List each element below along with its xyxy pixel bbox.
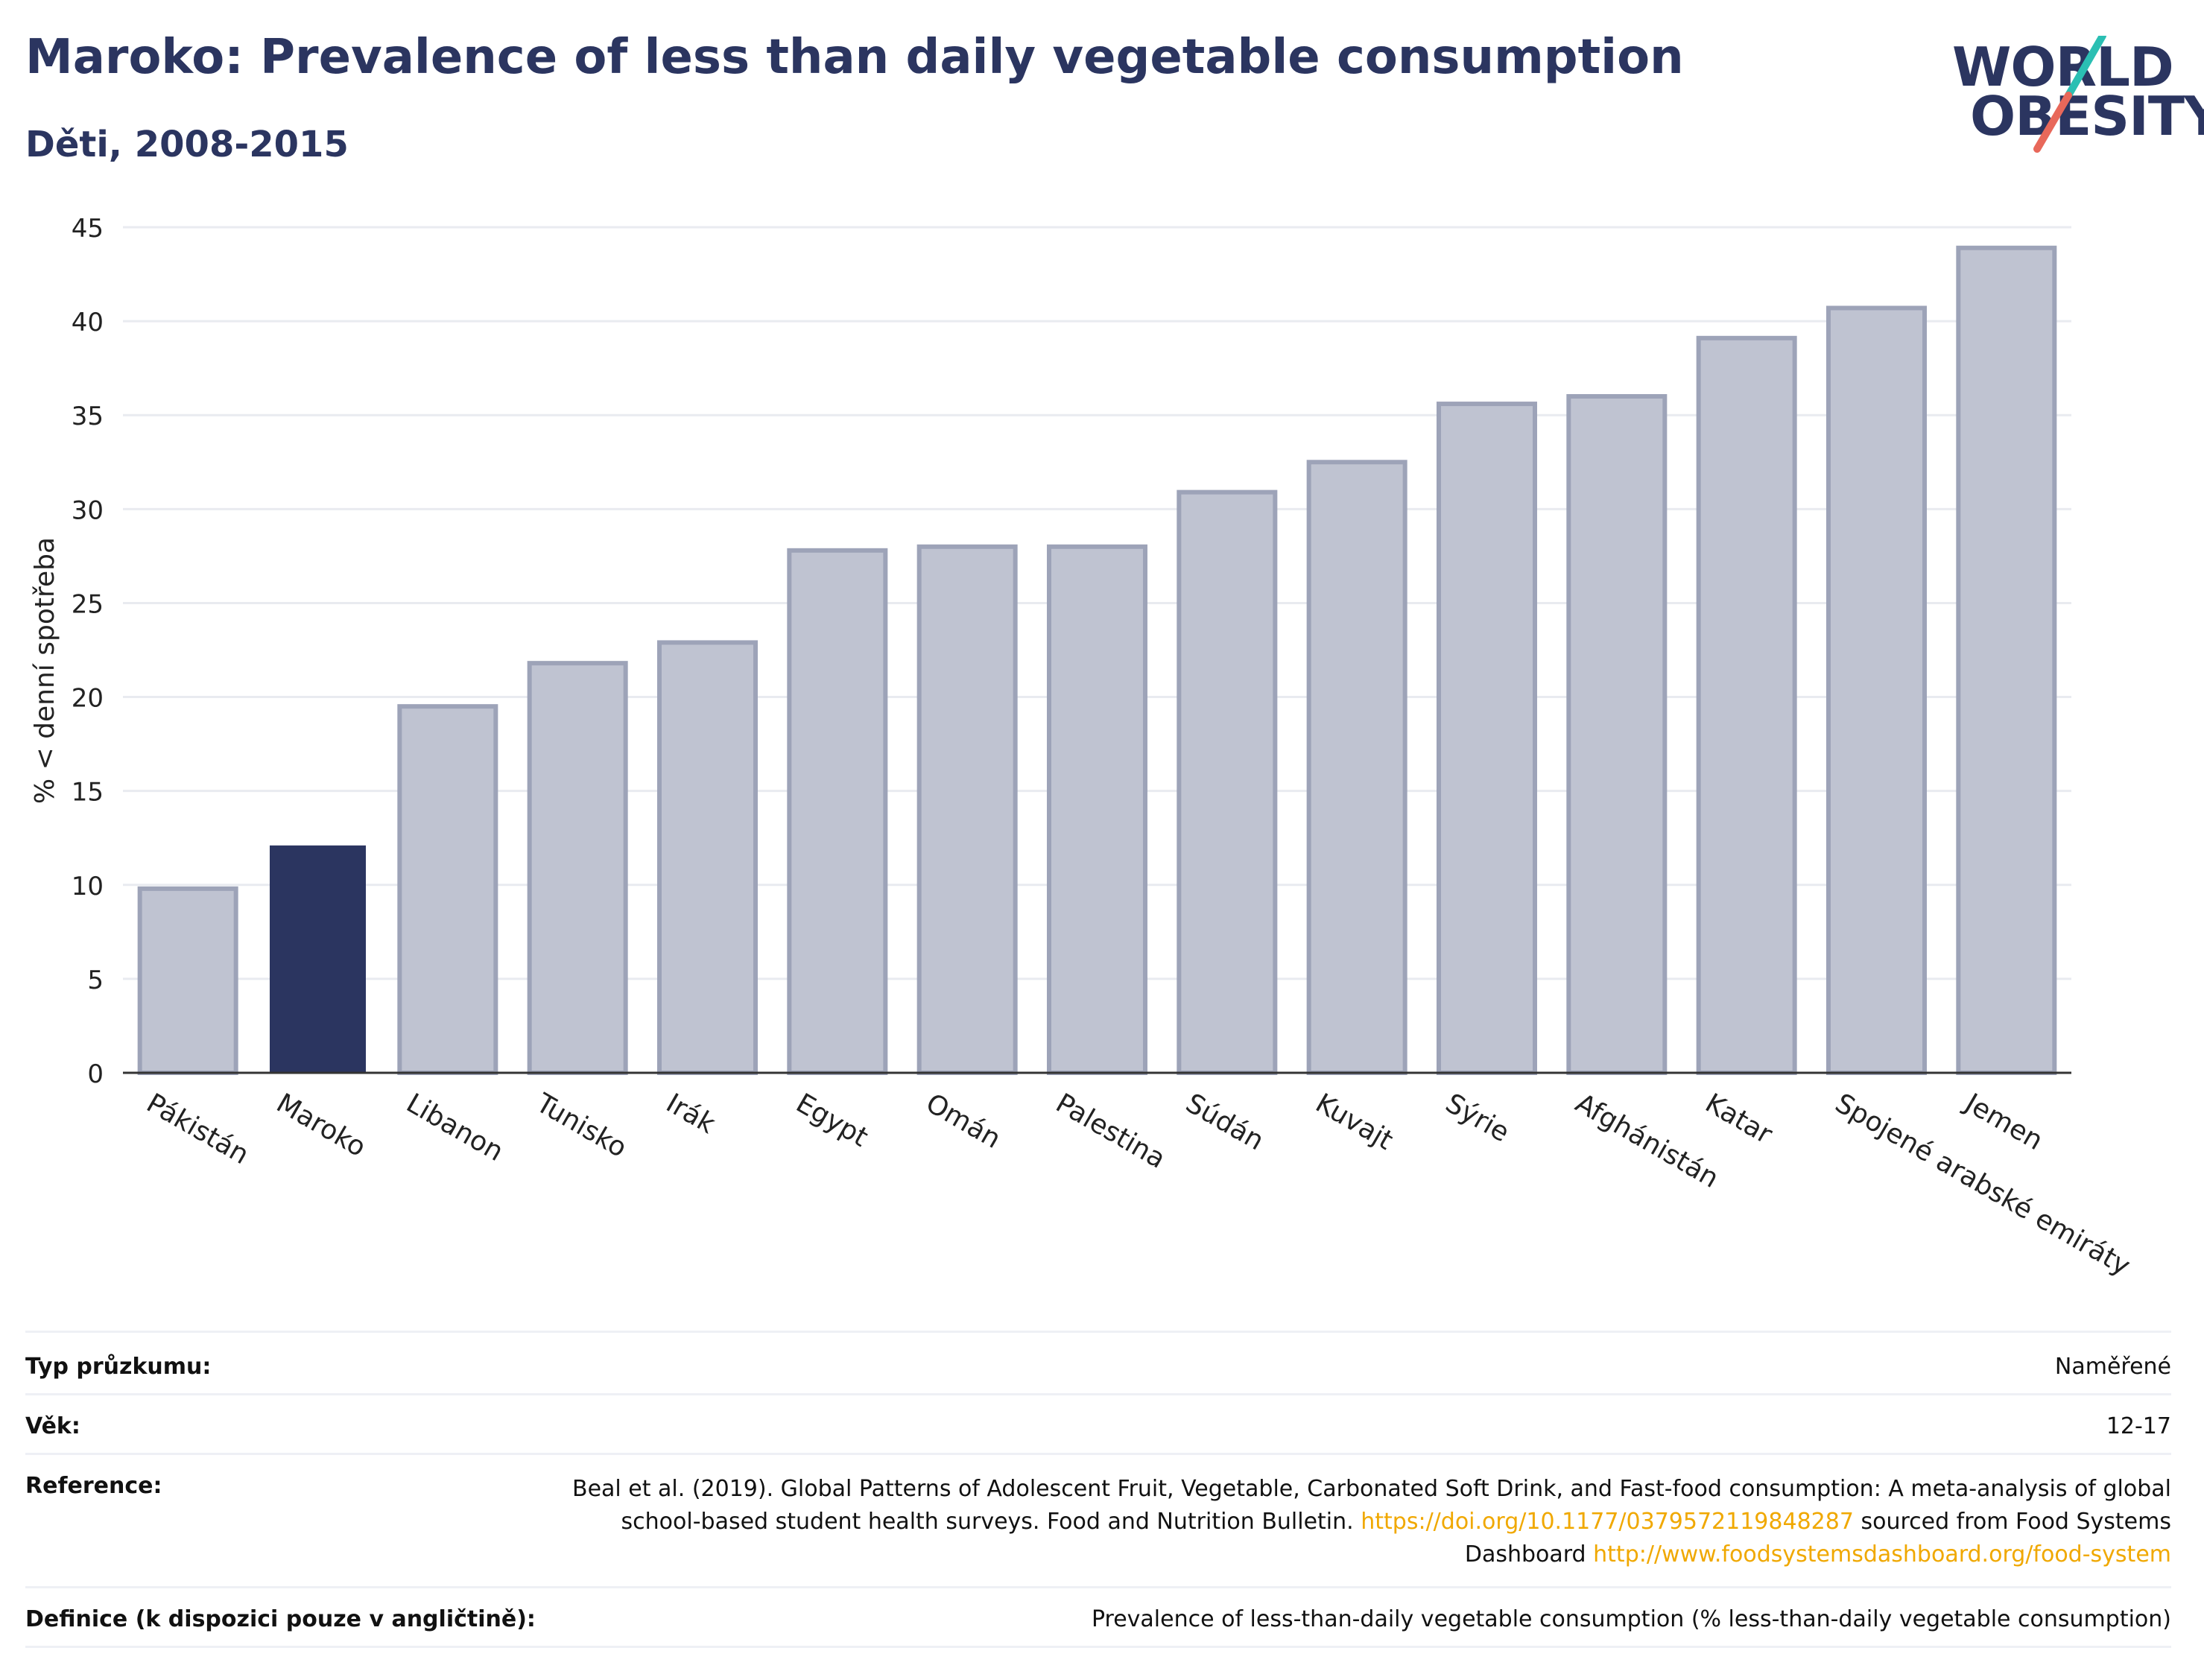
- x-tick-label: Jemen: [1959, 1087, 2048, 1156]
- y-tick-label: 10: [72, 872, 104, 901]
- chart-title: Maroko: Prevalence of less than daily ve…: [25, 30, 1684, 85]
- x-tick-label: Irák: [661, 1088, 721, 1140]
- bar-9: [1306, 460, 1407, 1075]
- bar-3: [527, 661, 628, 1075]
- y-tick-label: 40: [72, 308, 104, 337]
- reference-value: Beal et al. (2019). Global Patterns of A…: [517, 1473, 2171, 1571]
- info-row-age: Věk: 12-17: [25, 1393, 2171, 1453]
- bar-8: [1177, 489, 1278, 1075]
- bar-5: [787, 548, 888, 1075]
- logo-text-world: WORLD: [1952, 36, 2174, 98]
- x-axis-ticks: Pákistán Maroko Libanon Tunisko Irák Egypt Omá…: [142, 1087, 2135, 1281]
- chart-subtitle: Děti, 2008-2015: [25, 124, 349, 165]
- y-tick-label: 35: [72, 402, 104, 431]
- world-obesity-logo: WORLD OBESITY: [1937, 36, 2204, 162]
- survey-type-value: Naměřené: [2054, 1354, 2171, 1380]
- x-tick-label: Súdán: [1180, 1088, 1269, 1156]
- age-label: Věk:: [25, 1413, 80, 1439]
- definition-label: Definice (k dispozici pouze v angličtině…: [25, 1606, 536, 1632]
- reference-source: sourced from Food Systems Dashboard: [1464, 1509, 2171, 1568]
- x-tick-label: Libanon: [401, 1088, 508, 1167]
- logo-slash-icon: [2033, 36, 2106, 153]
- y-tick-label: 25: [72, 589, 104, 619]
- x-tick-label: Omán: [921, 1088, 1006, 1155]
- definition-value: Prevalence of less-than-daily vegetable …: [1091, 1606, 2171, 1632]
- y-tick-label: 5: [87, 966, 104, 995]
- x-tick-label: Katar: [1700, 1088, 1778, 1150]
- bars: [137, 245, 2057, 1076]
- y-axis-label: % < denní spotřeba: [30, 537, 60, 804]
- bar-2: [397, 704, 498, 1076]
- x-tick-label: Maroko: [271, 1088, 371, 1163]
- bar-7: [1046, 544, 1148, 1075]
- logo-text-obesity: OBESITY: [1970, 85, 2204, 148]
- info-table: Typ průzkumu: Naměřené Věk: 12-17 Refere…: [25, 1331, 2171, 1648]
- bar-14: [1956, 245, 2057, 1076]
- y-tick-label: 45: [72, 214, 104, 244]
- y-axis-ticks: 0 5 10 15 20 25 30 35 40 45: [72, 214, 104, 1089]
- x-tick-label: Palestina: [1051, 1088, 1171, 1175]
- y-tick-label: 30: [72, 495, 104, 525]
- age-value: 12-17: [2106, 1413, 2171, 1439]
- x-tick-label: Kuvajt: [1311, 1088, 1399, 1156]
- info-row-definition: Definice (k dispozici pouze v angličtině…: [25, 1586, 2171, 1648]
- x-tick-label: Egypt: [791, 1088, 873, 1153]
- bar-chart: 0 5 10 15 20 25 30 35 40 45 Pákistán Maroko Libanon…: [30, 214, 2135, 1282]
- bar-0: [137, 886, 238, 1076]
- bar-12: [1696, 335, 1797, 1075]
- x-tick-label: Sýrie: [1440, 1088, 1514, 1148]
- bar-4: [656, 640, 759, 1075]
- doi-link[interactable]: https://doi.org/10.1177/0379572119848287: [1361, 1509, 1854, 1535]
- bar-1: [269, 845, 367, 1073]
- x-tick-label: Tunisko: [531, 1088, 632, 1164]
- reference-label: Reference:: [25, 1473, 162, 1499]
- bar-6: [916, 544, 1018, 1075]
- x-tick-label: Afghánistán: [1570, 1088, 1723, 1194]
- food-systems-link[interactable]: http://www.foodsystemsdashboard.org/food…: [1593, 1541, 2171, 1568]
- info-row-survey-type: Typ průzkumu: Naměřené: [25, 1331, 2171, 1393]
- bar-11: [1566, 394, 1668, 1075]
- y-tick-label: 20: [72, 684, 104, 714]
- y-tick-label: 15: [72, 778, 104, 808]
- bar-10: [1436, 402, 1538, 1075]
- x-tick-label: Pákistán: [142, 1088, 254, 1170]
- survey-type-label: Typ průzkumu:: [25, 1354, 212, 1380]
- bar-13: [1825, 305, 1928, 1075]
- info-row-reference: Reference: Beal et al. (2019). Global Pa…: [25, 1453, 2171, 1586]
- y-tick-label: 0: [87, 1059, 104, 1089]
- reference-citation: Beal et al. (2019). Global Patterns of A…: [571, 1476, 2171, 1535]
